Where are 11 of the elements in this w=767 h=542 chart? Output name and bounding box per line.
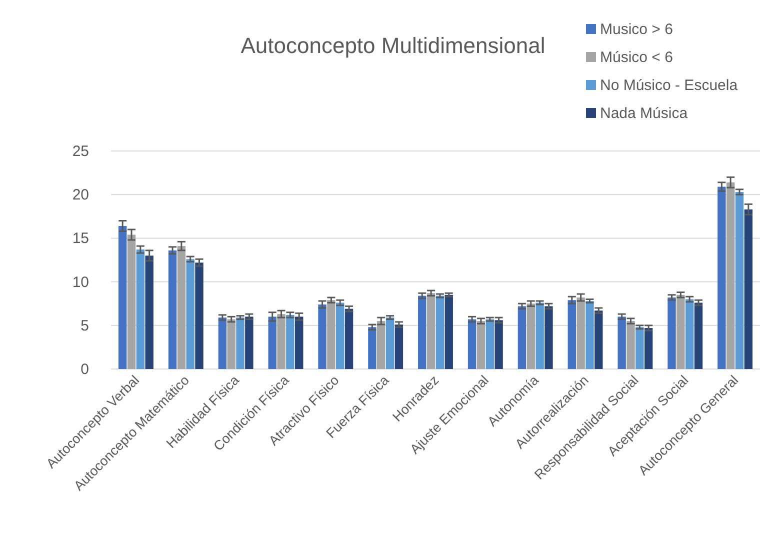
y-tick-label: 0	[80, 361, 89, 378]
chart-title: Autoconcepto Multidimensional	[240, 33, 546, 58]
legend-label: Músico < 6	[600, 49, 673, 66]
legend-label: Nada Música	[600, 105, 688, 122]
legend-label: No Músico - Escuela	[600, 77, 738, 94]
y-tick-label: 15	[72, 230, 89, 248]
y-tick-label: 25	[72, 143, 89, 160]
y-tick-label: 5	[80, 317, 89, 334]
y-tick-label: 20	[72, 186, 89, 204]
y-tick-label: 10	[72, 274, 89, 291]
legend-label: Musico > 6	[600, 21, 673, 38]
